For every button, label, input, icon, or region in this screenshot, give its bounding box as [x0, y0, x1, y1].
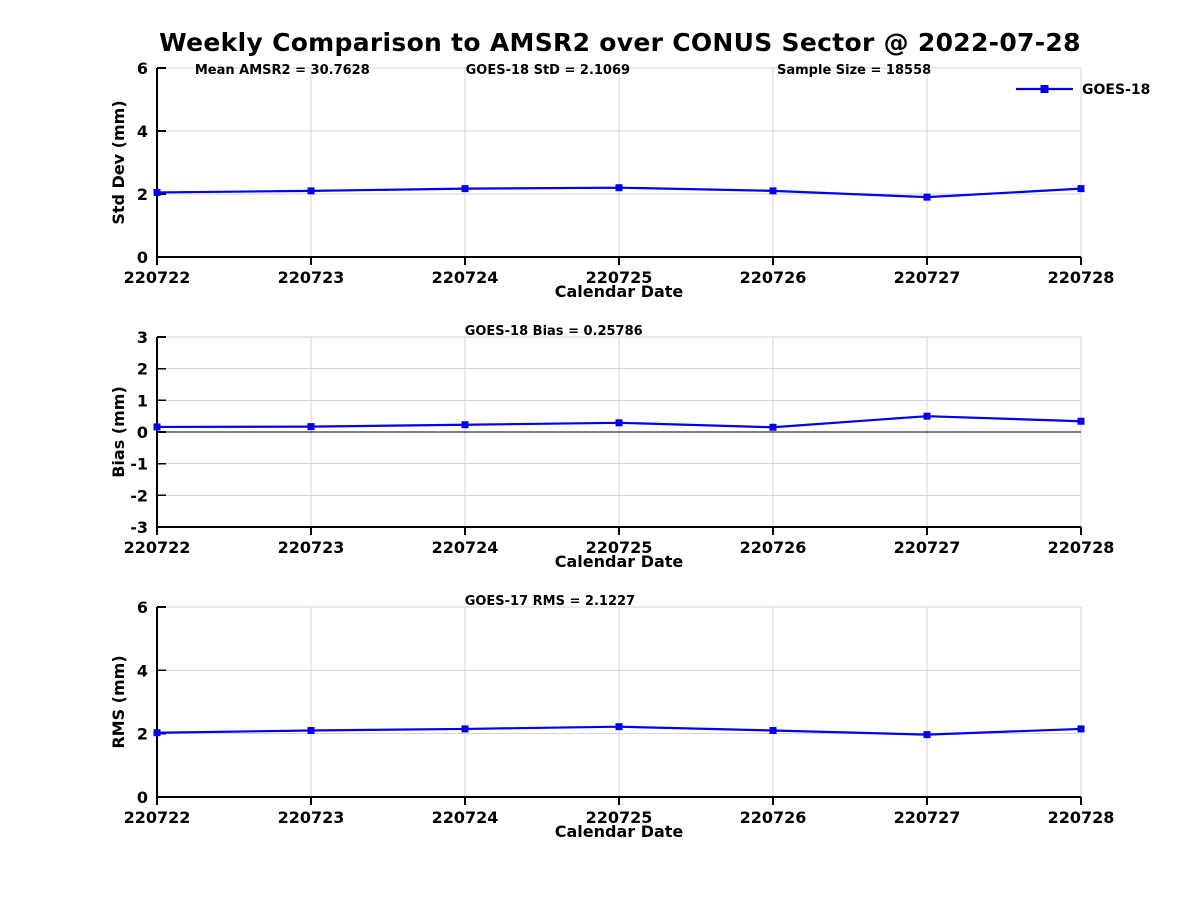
x-tick-label: 220726 [740, 808, 807, 827]
annotation: Sample Size = 18558 [777, 63, 931, 78]
data-point-marker [1077, 417, 1085, 425]
y-tick-label: 3 [137, 328, 148, 347]
x-tick-label: 220728 [1048, 268, 1115, 287]
y-tick-label: 4 [137, 122, 148, 141]
x-tick-label: 220724 [432, 538, 499, 557]
x-tick-label: 220726 [740, 538, 807, 557]
data-point-marker [1077, 725, 1085, 733]
y-axis-label: Bias (mm) [109, 386, 128, 478]
x-axis-label: Calendar Date [555, 282, 684, 301]
data-point-marker [769, 187, 777, 195]
data-point-marker [153, 423, 161, 431]
x-axis-label: Calendar Date [555, 552, 684, 571]
x-tick-label: 220728 [1048, 808, 1115, 827]
y-tick-label: -3 [130, 518, 148, 537]
y-tick-label: 0 [137, 423, 148, 442]
x-tick-label: 220722 [124, 268, 191, 287]
y-tick-label: 2 [137, 725, 148, 744]
y-tick-label: 2 [137, 185, 148, 204]
x-tick-label: 220723 [278, 808, 345, 827]
data-point-marker [461, 421, 469, 429]
y-tick-label: 2 [137, 360, 148, 379]
data-point-marker [769, 727, 777, 734]
x-tick-label: 220726 [740, 268, 807, 287]
data-point-marker [615, 419, 623, 427]
data-point-marker [615, 723, 623, 731]
data-point-marker [615, 184, 623, 192]
data-point-marker [461, 185, 469, 193]
subplot-stddev: 0 2 4 6 220722 220723 220724 220725 220726 220727… [109, 59, 1150, 301]
x-tick-label: 220723 [278, 538, 345, 557]
x-axis-label: Calendar Date [555, 822, 684, 841]
x-tick-label: 220727 [894, 268, 961, 287]
annotation: GOES-17 RMS = 2.1227 [465, 594, 635, 609]
y-tick-label: 6 [137, 598, 148, 617]
y-tick-label: -1 [130, 455, 148, 474]
y-tick-label: -2 [130, 486, 148, 505]
x-tick-label: 220727 [894, 538, 961, 557]
x-tick-label: 220722 [124, 538, 191, 557]
x-tick-label: 220724 [432, 808, 499, 827]
x-tick-label: 220725 [586, 808, 653, 827]
y-tick-label: 0 [137, 248, 148, 267]
data-point-marker [153, 188, 161, 196]
data-point-marker [923, 412, 931, 420]
legend: GOES-18 [1016, 82, 1150, 98]
y-tick-label: 1 [137, 391, 148, 410]
data-point-marker [461, 725, 469, 733]
y-axis-label: Std Dev (mm) [109, 100, 128, 224]
y-tick-label: 6 [137, 59, 148, 78]
data-point-marker [923, 731, 931, 739]
subplot-bias: -3 -2 -1 0 1 2 3 220722 220723 220724 220725 220726… [109, 324, 1114, 571]
legend-label: GOES-18 [1082, 82, 1150, 98]
x-tick-label: 220724 [432, 268, 499, 287]
legend-marker [1040, 85, 1049, 93]
y-axis-label: RMS (mm) [109, 655, 128, 748]
y-tick-label: 4 [137, 661, 148, 680]
x-tick-label: 220723 [278, 268, 345, 287]
x-tick-label: 220727 [894, 808, 961, 827]
x-tick-label: 220725 [586, 538, 653, 557]
annotation: GOES-18 Bias = 0.25786 [465, 324, 643, 339]
data-point-marker [307, 727, 315, 734]
data-point-marker [307, 187, 315, 195]
annotation: GOES-18 StD = 2.1069 [466, 63, 630, 78]
data-point-marker [153, 729, 161, 737]
subplot-rms: 0 2 4 6 220722 220723 220724 220725 220726 220727… [109, 594, 1114, 841]
x-tick-label: 220725 [586, 268, 653, 287]
x-tick-label: 220722 [124, 808, 191, 827]
data-point-marker [769, 423, 777, 431]
annotation: Mean AMSR2 = 30.7628 [195, 63, 370, 78]
data-point-marker [1077, 185, 1085, 193]
data-point-marker [923, 193, 931, 201]
figure-title: Weekly Comparison to AMSR2 over CONUS Se… [159, 28, 1081, 57]
y-tick-label: 0 [137, 788, 148, 807]
data-point-marker [307, 423, 315, 431]
x-tick-label: 220728 [1048, 538, 1115, 557]
